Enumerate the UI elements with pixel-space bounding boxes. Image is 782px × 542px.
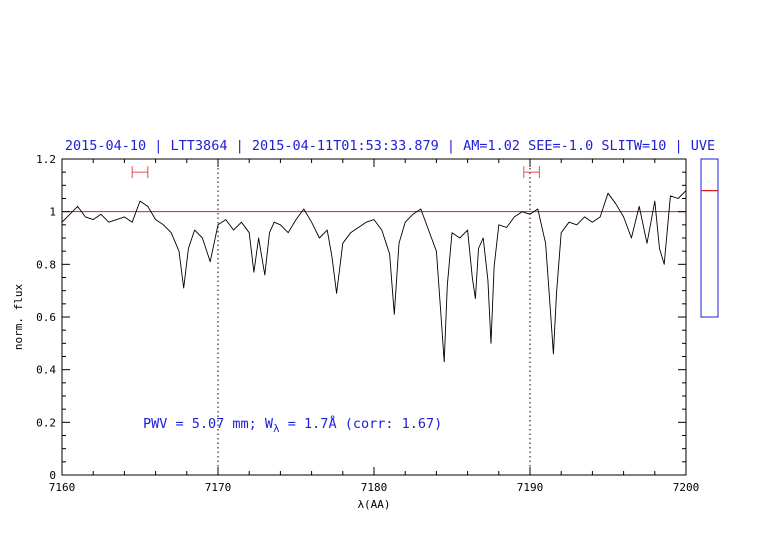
annotation-suffix: = 1.7Å (corr: 1.67) [280,415,443,432]
x-tick-label: 7180 [361,481,388,494]
error-bar-markers [131,166,540,179]
annotation-subscript: λ [273,422,280,435]
error-bar-marker [131,166,149,179]
side-panel-frame [700,158,719,318]
x-axis-label: λ(AA) [357,498,390,511]
reference-lines [62,159,686,475]
spectrum-layer [61,190,687,363]
y-tick-label: 0.2 [36,416,56,429]
x-tick-label: 7190 [517,481,544,494]
y-tick-label: 1 [49,206,56,219]
annotation-prefix: PWV = 5.07 mm; W [143,416,274,432]
x-tick-label: 7200 [673,481,700,494]
y-axis-label: norm. flux [12,284,25,351]
spectrum-line [61,190,687,363]
chart-title: 2015-04-10 | LTT3864 | 2015-04-11T01:53:… [65,138,715,154]
x-tick-label: 7160 [49,481,76,494]
y-tick-label: 0.6 [36,311,56,324]
axis-ticks: 7160 7170 7180 7190 7200 0 0.2 0.4 0.6 0.8 1 1.2 [36,153,699,494]
y-tick-label: 0.4 [36,364,56,377]
y-tick-label: 1.2 [36,153,56,166]
y-tick-label: 0.8 [36,258,56,271]
x-tick-label: 7170 [205,481,232,494]
error-bar-marker [523,166,540,179]
y-tick-label: 0 [49,469,56,482]
pwv-annotation: PWV = 5.07 mm; Wλ = 1.7Å (corr: 1.67) [143,415,442,435]
